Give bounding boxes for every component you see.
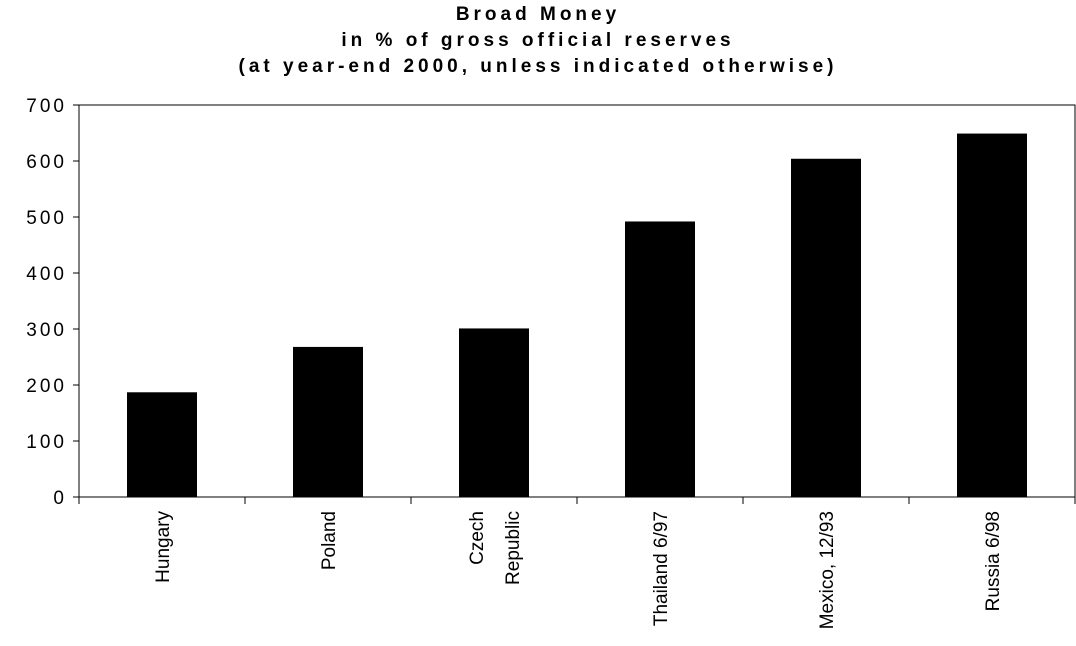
bar-russia-6-98 xyxy=(957,133,1027,497)
x-category-label: Thailand 6/97 xyxy=(651,511,672,626)
y-tick-label: 100 xyxy=(26,432,67,453)
x-category-label: Czech xyxy=(467,511,488,565)
x-category-label: Poland xyxy=(319,511,340,570)
y-tick-label: 200 xyxy=(26,376,67,397)
y-tick-label: 500 xyxy=(26,208,67,229)
bar-thailand-6-97 xyxy=(625,221,695,498)
bar-hungary xyxy=(127,392,197,497)
y-tick-label: 400 xyxy=(26,264,67,285)
y-tick-label: 0 xyxy=(53,488,67,509)
x-category-label: Mexico, 12/93 xyxy=(817,511,838,629)
y-tick-label: 700 xyxy=(26,96,67,117)
bar-poland xyxy=(293,346,363,497)
chart-title-block: Broad Money in % of gross official reser… xyxy=(0,2,1076,80)
x-category-label: Hungary xyxy=(153,511,174,583)
chart-subtitle-line-1: in % of gross official reserves xyxy=(341,30,735,51)
x-category-label: Russia 6/98 xyxy=(983,511,1004,611)
x-category-label: Republic xyxy=(503,511,524,585)
chart-title: Broad Money xyxy=(455,4,621,25)
y-tick-label: 300 xyxy=(26,320,67,341)
bar-mexico-12-93 xyxy=(791,158,861,497)
plot-area-frame xyxy=(78,104,1076,498)
y-tick-label: 600 xyxy=(26,152,67,173)
bar-czech-republic xyxy=(459,328,529,497)
chart-subtitle-line-2: (at year-end 2000, unless indicated othe… xyxy=(238,56,838,77)
